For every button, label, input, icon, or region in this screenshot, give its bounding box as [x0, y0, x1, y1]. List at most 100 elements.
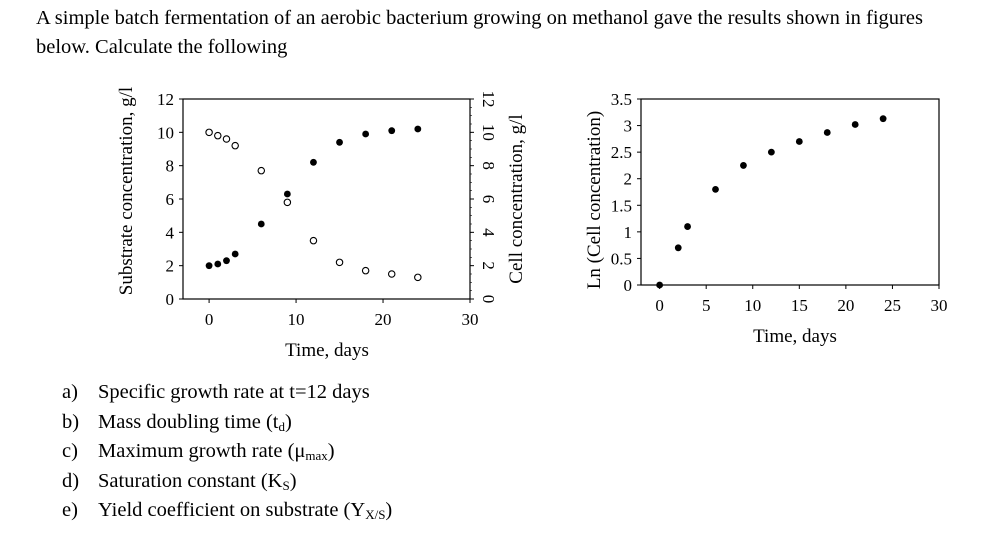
data-point-open: [387, 270, 396, 278]
y2-tick-label: 4: [479, 228, 498, 237]
y-tick-label: 3: [624, 117, 633, 136]
data-point-filled: [712, 185, 719, 193]
y-axis-title: Substrate concentration, g/l: [116, 87, 137, 295]
data-point-open: [414, 273, 422, 282]
y2-tick-label: 6: [479, 195, 498, 204]
task-item: d) Saturation constant (KS): [62, 467, 392, 497]
task-suffix: ): [327, 440, 335, 462]
y-tick-label: 1: [624, 223, 633, 242]
data-point-filled: [684, 223, 691, 230]
data-point-filled: [205, 262, 213, 270]
y-tick-label: 0: [624, 276, 633, 295]
data-point-filled: [214, 260, 222, 268]
task-label: d): [62, 469, 80, 492]
data-point-filled: [674, 244, 682, 252]
problem-intro: A simple batch fermentation of an aerobi…: [36, 7, 923, 58]
task-item: e) Yield coefficient on substrate (YX/S): [62, 496, 392, 526]
y-tick-label: 2: [624, 170, 633, 189]
x-tick-label: 10: [744, 296, 761, 315]
x-tick-label: 30: [462, 310, 479, 329]
y-tick-label: 3.5: [611, 90, 632, 109]
data-point-open: [283, 198, 292, 207]
data-point-open: [361, 266, 370, 275]
task-text: Mass doubling time (t: [98, 410, 279, 433]
data-point-filled: [740, 162, 747, 169]
x-tick-label: 30: [931, 296, 948, 315]
y-tick-label: 2.5: [611, 143, 632, 162]
x-axis-title: Time, days: [753, 326, 837, 347]
x-tick-label: 25: [884, 296, 901, 315]
y2-axis-title: Cell concentration, g/l: [506, 114, 527, 283]
y-tick-label: 8: [166, 157, 175, 176]
y-tick-label: 1.5: [611, 196, 632, 215]
task-suffix: ): [285, 410, 292, 433]
data-point-filled: [336, 138, 343, 146]
data-point-filled: [879, 115, 887, 123]
data-point-filled: [362, 130, 370, 138]
x-tick-label: 20: [837, 296, 854, 315]
data-point-open: [335, 258, 344, 267]
x-tick-label: 10: [288, 310, 305, 329]
x-tick-label: 0: [205, 310, 214, 329]
data-point-filled: [388, 127, 396, 135]
y2-tick-label: 2: [479, 261, 498, 270]
y2-tick-label: 8: [479, 161, 498, 170]
y-tick-label: 0: [166, 290, 175, 309]
task-text: Maximum growth rate (μ: [98, 440, 306, 462]
data-point-open: [231, 141, 239, 150]
task-suffix: ): [289, 469, 297, 492]
data-point-open: [257, 166, 266, 175]
y-axis-title: Ln (Cell concentration): [584, 111, 605, 289]
y2-tick-label: 10: [479, 124, 498, 141]
data-point-filled: [283, 190, 291, 198]
task-text: Saturation constant (K: [98, 469, 283, 492]
y-tick-label: 0.5: [611, 249, 632, 268]
plot-frame: [182, 98, 471, 300]
data-point-open: [205, 128, 213, 137]
task-label: a): [62, 381, 78, 403]
y-tick-label: 6: [166, 190, 175, 209]
data-point-filled: [823, 129, 831, 136]
task-item: a) Specific growth rate at t=12 days: [62, 378, 392, 408]
y2-tick-label: 0: [479, 295, 498, 304]
task-suffix: ): [385, 499, 393, 521]
data-point-filled: [231, 250, 239, 258]
y-tick-label: 2: [166, 257, 175, 276]
data-point-filled: [310, 158, 317, 166]
task-subscript: S: [282, 477, 290, 493]
x-tick-label: 0: [655, 296, 664, 315]
task-subscript: X/S: [365, 507, 386, 522]
task-item: b) Mass doubling time (td): [62, 408, 392, 438]
task-subscript: max: [305, 448, 328, 463]
data-point-open: [214, 131, 222, 140]
ln-cell-chart: 0 0.5 1 1.5 2 2.5 3 3.5 0 5 10 15 20 25 30 Time, days Ln…: [584, 90, 948, 347]
data-point-filled: [851, 121, 859, 128]
task-label: c): [62, 440, 78, 462]
y-tick-label: 12: [157, 90, 174, 109]
task-item: c) Maximum growth rate (μmax): [62, 437, 392, 467]
data-point-filled: [414, 125, 422, 133]
x-axis-title: Time, days: [285, 340, 369, 361]
y-tick-label: 4: [166, 223, 175, 242]
task-text: Specific growth rate at t=12 days: [98, 381, 370, 403]
y2-tick-label: 12: [479, 91, 498, 108]
data-point-filled: [656, 281, 664, 289]
task-label: e): [62, 499, 78, 521]
x-tick-label: 20: [375, 310, 392, 329]
plot-frame: [640, 98, 940, 286]
data-point-filled: [223, 257, 230, 265]
data-point-filled: [795, 138, 803, 145]
task-subscript: d: [278, 418, 286, 434]
data-point-filled: [257, 220, 265, 228]
data-point-open: [309, 236, 318, 245]
x-tick-label: 5: [702, 296, 711, 315]
task-text: Yield coefficient on substrate (Y: [98, 499, 366, 521]
task-list: a) Specific growth rate at t=12 days b) Mas…: [62, 378, 392, 526]
data-point-open: [222, 135, 231, 143]
x-tick-label: 15: [791, 296, 808, 315]
data-point-filled: [767, 148, 775, 156]
y-tick-label: 10: [157, 123, 174, 142]
task-label: b): [62, 410, 80, 433]
